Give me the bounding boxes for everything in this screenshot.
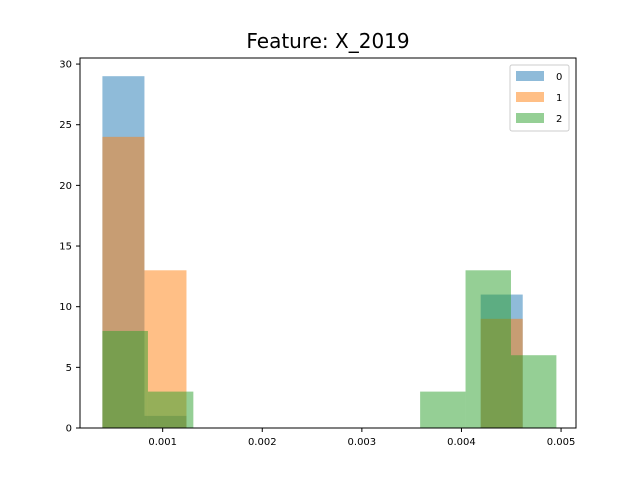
legend-label-0: 0	[556, 72, 562, 83]
bar-series-2-bin-3	[465, 270, 511, 428]
legend: 0 1 2	[509, 64, 570, 132]
axes-frame	[79, 57, 577, 429]
bar-series-2-bin-2	[420, 391, 466, 428]
x-tick-label: 0.001	[148, 437, 177, 448]
legend-swatch-0	[516, 71, 544, 81]
legend-swatch-2	[516, 113, 544, 123]
y-tick-label: 0	[66, 424, 72, 435]
bar-series-2-bin-4	[510, 355, 557, 428]
legend-label-1: 1	[556, 93, 562, 104]
y-axis: 0 5 10 15 20 25 30	[59, 60, 80, 435]
legend-swatch-1	[516, 92, 544, 102]
bar-series-2-bin-1	[147, 391, 194, 428]
y-tick-label: 10	[59, 302, 72, 313]
x-tick-label: 0.005	[547, 437, 576, 448]
x-tick-label: 0.003	[348, 437, 377, 448]
x-tick-label: 0.004	[447, 437, 476, 448]
y-tick-label: 15	[59, 242, 72, 253]
y-tick-label: 25	[59, 120, 72, 131]
legend-label-2: 2	[556, 114, 562, 125]
bar-series-2-bin-0	[102, 330, 148, 428]
x-tick-label: 0.002	[248, 437, 277, 448]
bars-layer	[102, 76, 557, 429]
y-tick-label: 5	[66, 363, 72, 374]
y-tick-label: 30	[59, 60, 72, 71]
x-axis: 0.001 0.002 0.003 0.004 0.005	[148, 428, 575, 448]
chart-title: Feature: X_2019	[246, 29, 409, 53]
y-tick-label: 20	[59, 181, 72, 192]
